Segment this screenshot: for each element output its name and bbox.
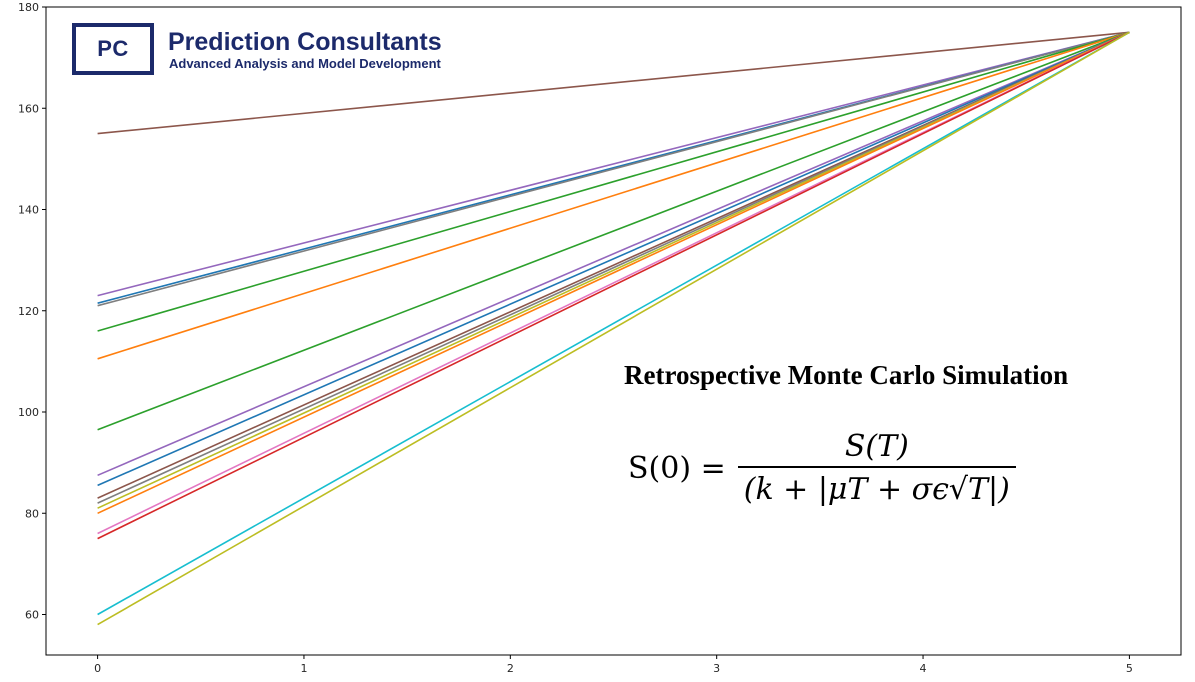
logo-badge: PC	[72, 23, 154, 75]
y-tick-label: 160	[18, 102, 39, 115]
series-layer	[97, 31, 1130, 626]
plot-frame	[45, 6, 1182, 656]
annotation-title: Retrospective Monte Carlo Simulation	[624, 360, 1069, 390]
y-tick-label: 180	[18, 1, 39, 14]
formula-denominator: (k + |μT + σϵ√T|)	[743, 472, 1010, 507]
series-line-path-1	[97, 31, 1130, 135]
x-axis: 0 1 2 3 4 5	[94, 655, 1133, 675]
series-line-path-6	[97, 31, 1130, 360]
y-tick-label: 100	[18, 406, 39, 419]
y-axis: 60 80 100 120 140 160 180	[18, 1, 46, 622]
series-line-path-8	[97, 31, 1130, 477]
x-tick-label: 2	[507, 662, 514, 675]
series-line-path-16	[97, 31, 1130, 616]
company-name: Prediction Consultants	[168, 28, 442, 56]
logo-mark: PC	[97, 36, 129, 61]
formula: S(0) = S(T) (k + |μT + σϵ√T|)	[628, 418, 1016, 518]
company-tagline: Advanced Analysis and Model Development	[169, 56, 441, 71]
x-tick-label: 5	[1126, 662, 1133, 675]
series-line-path-15	[97, 31, 1130, 540]
series-line-path-4	[97, 31, 1130, 307]
formula-lhs: S(0) =	[628, 450, 726, 486]
series-line-path-13	[97, 31, 1130, 515]
formula-numerator: S(T)	[844, 429, 909, 464]
x-tick-label: 4	[920, 662, 927, 675]
y-tick-label: 60	[25, 609, 39, 622]
fraction-bar	[737, 466, 1016, 468]
series-line-path-17	[97, 31, 1130, 626]
series-line-path-2	[97, 31, 1130, 297]
series-line-path-9	[97, 31, 1130, 487]
series-line-path-5	[97, 31, 1130, 332]
formula-fraction: S(T) (k + |μT + σϵ√T|)	[737, 429, 1016, 507]
y-tick-label: 120	[18, 305, 39, 318]
y-tick-label: 140	[18, 204, 39, 217]
x-tick-label: 3	[713, 662, 720, 675]
x-tick-label: 0	[94, 662, 101, 675]
series-line-path-7	[97, 31, 1130, 431]
x-tick-label: 1	[300, 662, 307, 675]
y-tick-label: 80	[25, 507, 39, 520]
